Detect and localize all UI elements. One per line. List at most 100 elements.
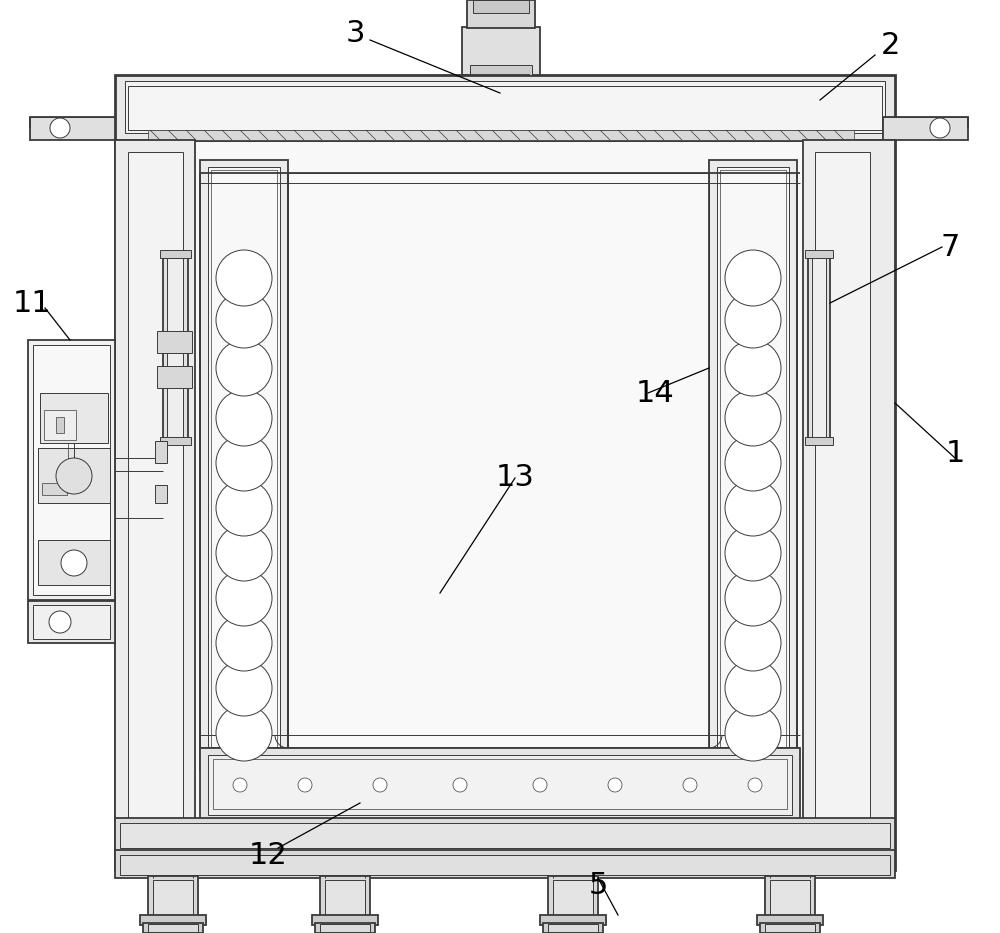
Bar: [709, 160, 797, 770]
Bar: [325, 880, 365, 915]
Bar: [803, 140, 895, 870]
Bar: [155, 485, 167, 503]
Bar: [312, 915, 378, 925]
Bar: [38, 448, 110, 503]
Circle shape: [683, 778, 697, 792]
Bar: [157, 331, 192, 353]
Bar: [56, 417, 64, 433]
Bar: [462, 27, 540, 75]
Bar: [128, 152, 183, 858]
Circle shape: [216, 525, 272, 581]
Text: 13: 13: [496, 464, 534, 493]
Bar: [163, 253, 188, 443]
Circle shape: [725, 292, 781, 348]
Circle shape: [725, 340, 781, 396]
Bar: [160, 437, 191, 445]
Bar: [320, 876, 370, 918]
Circle shape: [216, 250, 272, 306]
Bar: [155, 441, 167, 463]
Bar: [213, 759, 787, 809]
Bar: [770, 880, 810, 915]
Circle shape: [608, 778, 622, 792]
Bar: [543, 923, 603, 933]
Text: 11: 11: [13, 288, 51, 317]
Circle shape: [725, 435, 781, 491]
Bar: [717, 167, 789, 763]
Bar: [115, 140, 895, 870]
Bar: [883, 117, 968, 140]
Circle shape: [216, 480, 272, 536]
Bar: [200, 160, 288, 770]
Circle shape: [49, 611, 71, 633]
Bar: [143, 923, 203, 933]
Circle shape: [216, 435, 272, 491]
Circle shape: [216, 660, 272, 716]
Circle shape: [725, 480, 781, 536]
Bar: [211, 170, 277, 760]
Bar: [540, 915, 606, 925]
Bar: [473, 0, 529, 13]
Bar: [125, 81, 885, 133]
Circle shape: [216, 292, 272, 348]
Bar: [44, 410, 76, 440]
Text: 1: 1: [945, 439, 965, 467]
Bar: [812, 258, 826, 438]
Circle shape: [930, 118, 950, 138]
Bar: [38, 540, 110, 585]
Circle shape: [56, 458, 92, 494]
Circle shape: [216, 340, 272, 396]
Bar: [208, 755, 792, 815]
Circle shape: [725, 570, 781, 626]
Circle shape: [725, 615, 781, 671]
Bar: [33, 605, 110, 639]
Circle shape: [453, 778, 467, 792]
Bar: [288, 173, 709, 748]
Circle shape: [216, 705, 272, 761]
Bar: [200, 748, 800, 821]
Bar: [148, 924, 198, 932]
Text: 2: 2: [880, 31, 900, 60]
Circle shape: [216, 570, 272, 626]
Circle shape: [725, 250, 781, 306]
Bar: [140, 915, 206, 925]
Bar: [757, 915, 823, 925]
Bar: [40, 393, 108, 443]
Bar: [765, 924, 815, 932]
Bar: [805, 437, 833, 445]
Bar: [28, 601, 115, 643]
Circle shape: [298, 778, 312, 792]
Circle shape: [725, 525, 781, 581]
Bar: [42, 483, 67, 495]
Circle shape: [216, 390, 272, 446]
Bar: [30, 117, 115, 140]
Bar: [120, 823, 890, 848]
Bar: [33, 345, 110, 595]
Bar: [765, 876, 815, 918]
Bar: [148, 876, 198, 918]
Bar: [120, 855, 890, 875]
Bar: [548, 924, 598, 932]
Text: 7: 7: [940, 232, 960, 261]
Circle shape: [725, 705, 781, 761]
Circle shape: [748, 778, 762, 792]
Circle shape: [725, 660, 781, 716]
Circle shape: [725, 390, 781, 446]
Bar: [720, 170, 786, 760]
Circle shape: [50, 118, 70, 138]
Circle shape: [533, 778, 547, 792]
Bar: [815, 152, 870, 858]
Bar: [28, 340, 115, 600]
Bar: [153, 880, 193, 915]
Text: 12: 12: [249, 841, 287, 870]
Bar: [115, 140, 195, 870]
Bar: [115, 818, 895, 853]
Bar: [115, 850, 895, 878]
Bar: [553, 880, 593, 915]
Bar: [157, 366, 192, 388]
Bar: [467, 0, 535, 28]
Bar: [148, 130, 854, 140]
Circle shape: [233, 778, 247, 792]
Bar: [115, 75, 895, 140]
Bar: [315, 923, 375, 933]
Bar: [160, 250, 191, 258]
